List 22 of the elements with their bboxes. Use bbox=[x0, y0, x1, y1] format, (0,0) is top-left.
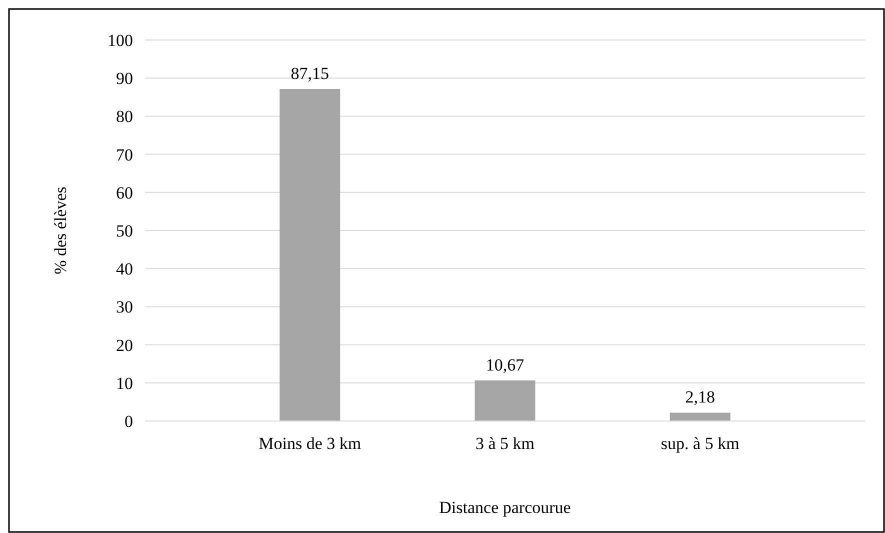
y-axis-title: % des élèves bbox=[51, 186, 70, 274]
y-tick-label: 80 bbox=[116, 107, 133, 126]
y-tick-label: 100 bbox=[108, 30, 133, 50]
bar bbox=[670, 412, 730, 421]
y-tick-label: 10 bbox=[116, 374, 133, 393]
y-tick-label: 50 bbox=[116, 221, 133, 240]
y-tick-label: 30 bbox=[116, 298, 133, 317]
data-label: 87,15 bbox=[290, 64, 330, 83]
y-tick-label: 40 bbox=[116, 260, 133, 279]
y-tick-label: 20 bbox=[116, 336, 133, 355]
x-tick-label: Moins de 3 km bbox=[258, 434, 362, 453]
data-label: 10,67 bbox=[486, 355, 525, 374]
x-axis-title: Distance parcourue bbox=[439, 498, 571, 517]
y-tick-label: 70 bbox=[116, 145, 133, 164]
y-tick-label: 60 bbox=[116, 183, 133, 202]
x-tick-label: sup. à 5 km bbox=[660, 434, 740, 453]
x-tick-label: 3 à 5 km bbox=[475, 434, 535, 453]
y-tick-label: 0 bbox=[124, 412, 133, 431]
y-tick-label: 90 bbox=[116, 69, 133, 88]
bar bbox=[474, 380, 536, 421]
bar bbox=[280, 88, 340, 421]
data-label: 2,18 bbox=[685, 388, 715, 407]
